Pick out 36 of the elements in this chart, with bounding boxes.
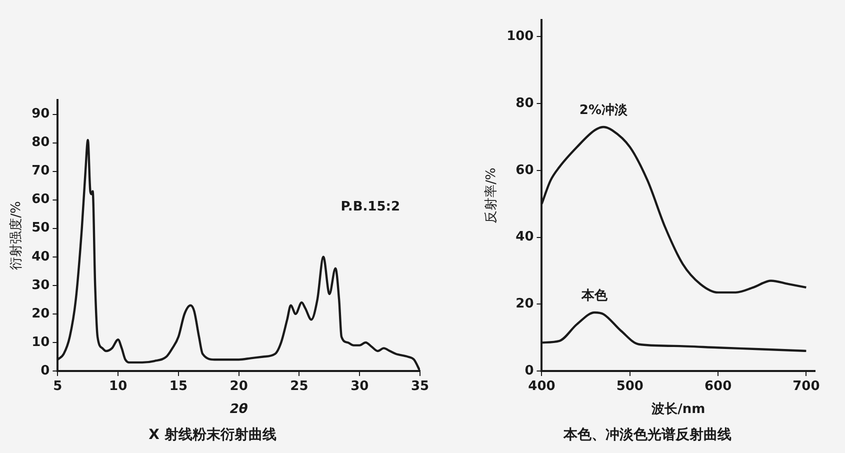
x-tick-label: 5 bbox=[53, 379, 62, 394]
x-tick-label: 30 bbox=[350, 379, 369, 394]
y-tick-label: 30 bbox=[32, 278, 50, 293]
x-tick-label: 500 bbox=[616, 379, 644, 394]
y-tick-label: 20 bbox=[516, 296, 534, 312]
y-tick-label: 40 bbox=[32, 249, 50, 264]
y-tick-label: 80 bbox=[32, 135, 50, 150]
x-tick-label: 35 bbox=[410, 379, 430, 394]
x-tick-label: 400 bbox=[528, 379, 556, 394]
y-tick-label: 60 bbox=[32, 192, 50, 208]
x-tick-label: 700 bbox=[792, 379, 820, 394]
x-tick-label: 15 bbox=[169, 379, 188, 394]
text: 本色、冲淡色光谱反射曲线 bbox=[562, 426, 732, 444]
x-tick-label: 600 bbox=[704, 379, 732, 394]
y-tick-label: 50 bbox=[32, 220, 50, 236]
y-tick-label: 70 bbox=[32, 164, 50, 179]
y-tick-label: 100 bbox=[506, 29, 534, 44]
text: X 射线粉末衍射曲线 bbox=[148, 427, 276, 444]
y-tick-label: 90 bbox=[32, 106, 50, 122]
y-tick-label: 80 bbox=[516, 96, 534, 111]
x-axis-title: 2θ bbox=[230, 402, 248, 417]
y-tick-label: 10 bbox=[32, 334, 50, 350]
y-tick-label: 0 bbox=[524, 363, 534, 378]
x-tick-label: 25 bbox=[290, 379, 308, 394]
series-label: 本色 bbox=[580, 288, 609, 304]
y-tick-label: 20 bbox=[32, 306, 50, 322]
y-tick-label: 0 bbox=[40, 363, 50, 378]
y-tick-label: 40 bbox=[516, 230, 534, 245]
x-tick-label: 10 bbox=[109, 379, 128, 394]
series-label: 2%冲淡 bbox=[579, 102, 628, 118]
y-axis-title: 衍射强度/% bbox=[8, 201, 24, 270]
x-axis-title: 波长/nm bbox=[650, 402, 706, 417]
x-tick-label: 20 bbox=[230, 379, 248, 394]
annotation: P.B.15:2 bbox=[340, 200, 400, 215]
y-tick-label: 60 bbox=[516, 162, 534, 178]
y-axis-title: 反射率/% bbox=[483, 168, 500, 224]
